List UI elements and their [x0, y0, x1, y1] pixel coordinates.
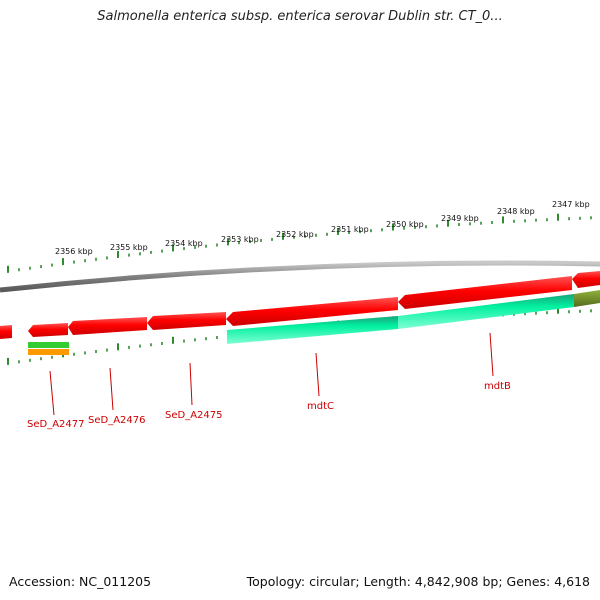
- outer-scale-ticks: [7, 213, 592, 273]
- leader-line: [189, 362, 193, 406]
- gene-arrow-right-edge[interactable]: [572, 271, 600, 288]
- leader-line: [109, 367, 114, 411]
- forward-genes: [0, 271, 600, 339]
- summary-text: Topology: circular; Length: 4,842,908 bp…: [246, 574, 590, 589]
- scale-label: 2347 kbp: [552, 200, 590, 209]
- feature-markers: [28, 342, 69, 355]
- gene-arrow-sed-a2475[interactable]: [147, 312, 226, 330]
- label-leaders: [49, 332, 494, 416]
- gene-label[interactable]: SeD_A2476: [88, 415, 146, 426]
- scale-label: 2350 kbp: [386, 220, 424, 229]
- gene-arrow-mdtb[interactable]: [398, 276, 572, 309]
- scale-label: 2355 kbp: [110, 243, 148, 252]
- scale-label: 2356 kbp: [55, 247, 93, 256]
- scale-label: 2354 kbp: [165, 239, 203, 248]
- scale-label: 2351 kbp: [331, 225, 369, 234]
- gene-arrow-sed-a2477[interactable]: [28, 323, 68, 337]
- gene-bar-olive[interactable]: [574, 290, 600, 307]
- gene-label[interactable]: SeD_A2475: [165, 410, 223, 421]
- gene-bar-mdtb[interactable]: [398, 294, 574, 329]
- leader-line: [489, 332, 494, 377]
- marker-green[interactable]: [28, 342, 69, 348]
- leader-line: [49, 370, 55, 416]
- scale-label: 2348 kbp: [497, 207, 535, 216]
- gene-label[interactable]: SeD_A2477: [27, 419, 85, 430]
- gene-label[interactable]: mdtC: [307, 401, 334, 412]
- scale-label: 2352 kbp: [276, 230, 314, 239]
- map-title: Salmonella enterica subsp. enterica sero…: [97, 9, 503, 24]
- scale-label: 2349 kbp: [441, 214, 479, 223]
- gene-arrow-left-edge[interactable]: [0, 325, 12, 339]
- gene-label[interactable]: mdtB: [484, 381, 511, 392]
- gene-arrow-sed-a2476[interactable]: [68, 317, 147, 335]
- accession-text: Accession: NC_011205: [9, 574, 152, 589]
- gene-labels: SeD_A2477 SeD_A2476 SeD_A2475 mdtC mdtB: [27, 381, 511, 430]
- marker-orange[interactable]: [28, 349, 69, 355]
- leader-line: [315, 352, 320, 397]
- reverse-genes: [227, 290, 600, 344]
- scale-labels: 2356 kbp 2355 kbp 2354 kbp 2353 kbp 2352…: [55, 200, 590, 256]
- backbone-ring: [0, 260, 600, 293]
- scale-label: 2353 kbp: [221, 235, 259, 244]
- gene-bar-mdtc[interactable]: [227, 316, 398, 344]
- gene-arrow-mdtc[interactable]: [226, 297, 398, 326]
